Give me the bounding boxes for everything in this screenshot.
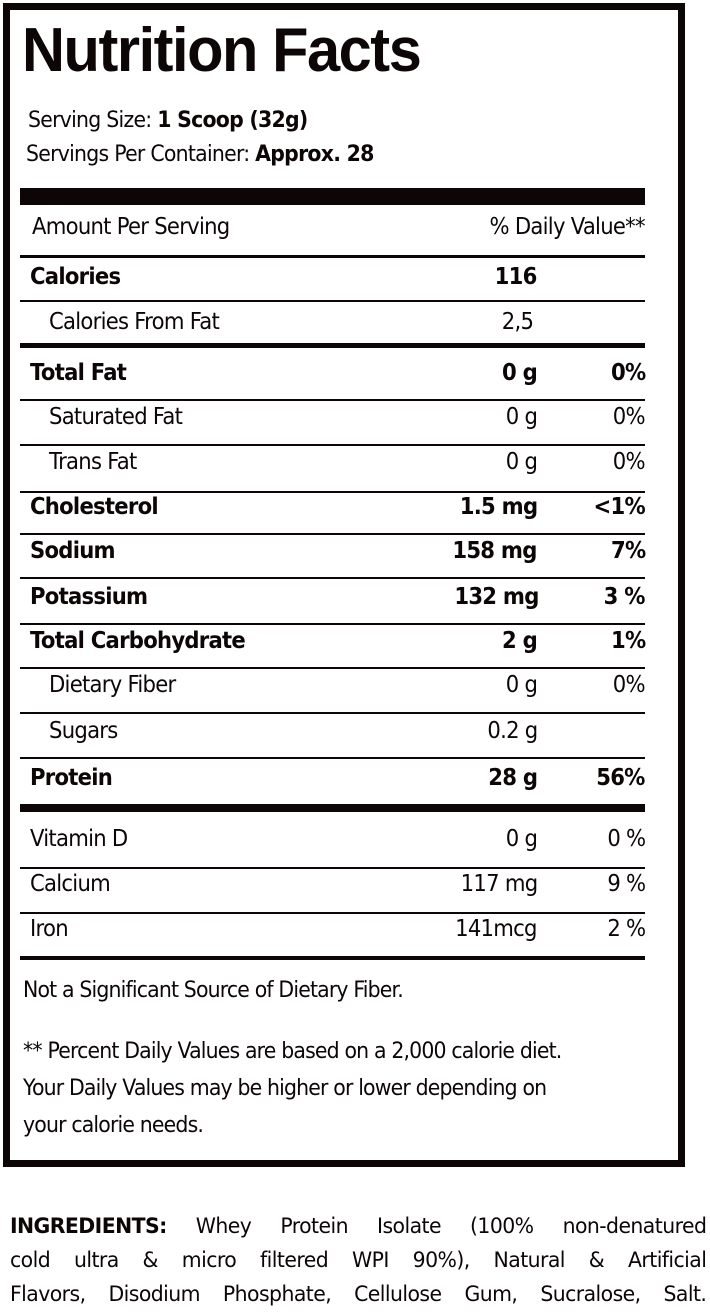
- nutrient-name: Dietary Fiber: [49, 672, 176, 698]
- nutrient-daily-value: 3 %: [603, 584, 646, 610]
- nutrient-row-saturated-fat: Saturated Fat 0 g 0%: [20, 404, 646, 446]
- calories-amount: 116: [495, 264, 538, 290]
- divider: [20, 444, 645, 446]
- footnote-dv-line-2: Your Daily Values may be higher or lower…: [23, 1076, 547, 1101]
- divider: [20, 912, 645, 914]
- nutrient-name: Sodium: [30, 538, 116, 564]
- footnote-dv-line-1: ** Percent Daily Values are based on a 2…: [23, 1039, 562, 1064]
- calories-from-fat-label: Calories From Fat: [49, 309, 220, 335]
- thick-divider-protein: [20, 804, 645, 812]
- nutrient-amount: 0.2 g: [486, 718, 538, 744]
- divider: [20, 757, 645, 759]
- nutrient-amount: 0 g: [505, 672, 538, 698]
- vitamin-daily-value: 0 %: [606, 826, 646, 852]
- serving-size: Serving Size: 1 Scoop (32g): [28, 108, 308, 133]
- nutrient-name: Trans Fat: [49, 449, 137, 475]
- servings-per-container-value: Approx. 28: [255, 142, 374, 167]
- nutrient-daily-value: <1%: [593, 494, 646, 520]
- calories-from-fat-amount: 2,5: [501, 309, 534, 335]
- daily-value-header: % Daily Value**: [489, 214, 646, 240]
- nutrient-name: Total Carbohydrate: [30, 628, 246, 654]
- nutrient-row-sodium: Sodium 158 mg 7%: [20, 538, 646, 579]
- vitamin-daily-value: 9 %: [606, 871, 646, 897]
- vitamin-daily-value: 2 %: [606, 916, 646, 942]
- nutrient-name: Saturated Fat: [49, 404, 183, 430]
- ingredients-text: INGREDIENTS: Whey Protein Isolate (100% …: [10, 1210, 707, 1312]
- servings-per-container-label: Servings Per Container:: [26, 142, 250, 167]
- divider: [20, 623, 645, 625]
- ingredients-line-3: Flavors, Disodium Phosphate, Cellulose G…: [10, 1282, 707, 1307]
- divider: [20, 867, 645, 869]
- divider: [20, 399, 645, 401]
- amount-per-serving-label: Amount Per Serving: [32, 214, 230, 240]
- footnote-fiber: Not a Significant Source of Dietary Fibe…: [23, 978, 404, 1003]
- nutrient-amount: 28 g: [487, 765, 538, 791]
- vitamin-name: Vitamin D: [30, 826, 128, 852]
- nutrient-daily-value: 0%: [612, 449, 646, 475]
- calories-row: Calories 116: [20, 264, 645, 304]
- calories-from-fat-row: Calories From Fat 2,5: [20, 309, 645, 349]
- serving-size-label: Serving Size:: [28, 108, 152, 133]
- divider-footnotes: [20, 956, 645, 960]
- divider: [20, 712, 645, 714]
- nutrient-amount: 0 g: [505, 404, 538, 430]
- vitamin-name: Iron: [30, 916, 69, 942]
- footnote-dv-line-3: your calorie needs.: [23, 1113, 204, 1138]
- nutrient-row-cholesterol: Cholesterol 1.5 mg <1%: [20, 494, 646, 535]
- nutrient-daily-value: 0%: [612, 672, 646, 698]
- nutrient-amount: 158 mg: [452, 538, 538, 564]
- ingredients-line-2: cold ultra & micro filtered WPI 90%), Na…: [10, 1248, 707, 1273]
- thick-divider-top: [20, 188, 645, 205]
- ingredients-line-1: INGREDIENTS: Whey Protein Isolate (100% …: [10, 1210, 707, 1244]
- nutrient-daily-value: 0%: [610, 360, 646, 386]
- nutrient-amount: 132 mg: [454, 584, 540, 610]
- nutrient-amount: 2 g: [501, 628, 538, 654]
- divider: [20, 667, 645, 669]
- nutrient-daily-value: 56%: [596, 765, 646, 791]
- vitamin-amount: 117 mg: [460, 871, 537, 897]
- nutrient-name: Protein: [30, 765, 113, 791]
- vitamin-row-calcium: Calcium 117 mg 9 %: [20, 871, 646, 914]
- vitamin-amount: 0 g: [505, 826, 538, 852]
- vitamin-amount: 141mcg: [455, 916, 537, 942]
- vitamin-row-vitamin-d: Vitamin D 0 g 0 %: [20, 826, 646, 869]
- nutrient-daily-value: 0%: [612, 404, 646, 430]
- ingredients-label: INGREDIENTS:: [10, 1214, 167, 1239]
- divider: [20, 577, 645, 579]
- nutrient-name: Sugars: [49, 718, 118, 744]
- nutrient-daily-value: 7%: [610, 538, 646, 564]
- nutrient-amount: 0 g: [501, 360, 538, 386]
- divider: [20, 533, 645, 535]
- nutrient-daily-value: 1%: [610, 628, 646, 654]
- vitamin-row-iron: Iron 141mcg 2 %: [20, 916, 646, 956]
- nutrient-row-dietary-fiber: Dietary Fiber 0 g 0%: [20, 672, 646, 714]
- nutrient-row-trans-fat: Trans Fat 0 g 0%: [20, 449, 646, 493]
- nutrient-row-potassium: Potassium 132 mg 3 %: [20, 584, 646, 625]
- nutrient-amount: 1.5 mg: [459, 494, 537, 520]
- thick-divider-fat: [20, 343, 645, 348]
- vitamin-name: Calcium: [30, 871, 111, 897]
- nutrient-name: Cholesterol: [30, 494, 159, 520]
- divider: [20, 300, 645, 302]
- nutrient-row-total-carbohydrate: Total Carbohydrate 2 g 1%: [20, 628, 646, 669]
- calories-label: Calories: [30, 264, 121, 290]
- ingredients-text-1: Whey Protein Isolate (100% non-denatured: [166, 1214, 707, 1239]
- divider: [20, 255, 645, 258]
- servings-per-container: Servings Per Container: Approx. 28: [26, 142, 374, 167]
- nutrient-name: Total Fat: [30, 360, 127, 386]
- nutrient-row-protein: Protein 28 g 56%: [20, 765, 646, 805]
- nutrient-row-sugars: Sugars 0.2 g: [20, 718, 645, 759]
- divider: [20, 491, 645, 493]
- nutrient-row-total-fat: Total Fat 0 g 0%: [20, 360, 646, 401]
- serving-size-value: 1 Scoop (32g): [157, 108, 308, 133]
- nutrient-amount: 0 g: [505, 449, 538, 475]
- label-title: Nutrition Facts: [22, 16, 422, 85]
- amount-header-row: Amount Per Serving % Daily Value**: [20, 214, 646, 258]
- nutrient-name: Potassium: [30, 584, 148, 610]
